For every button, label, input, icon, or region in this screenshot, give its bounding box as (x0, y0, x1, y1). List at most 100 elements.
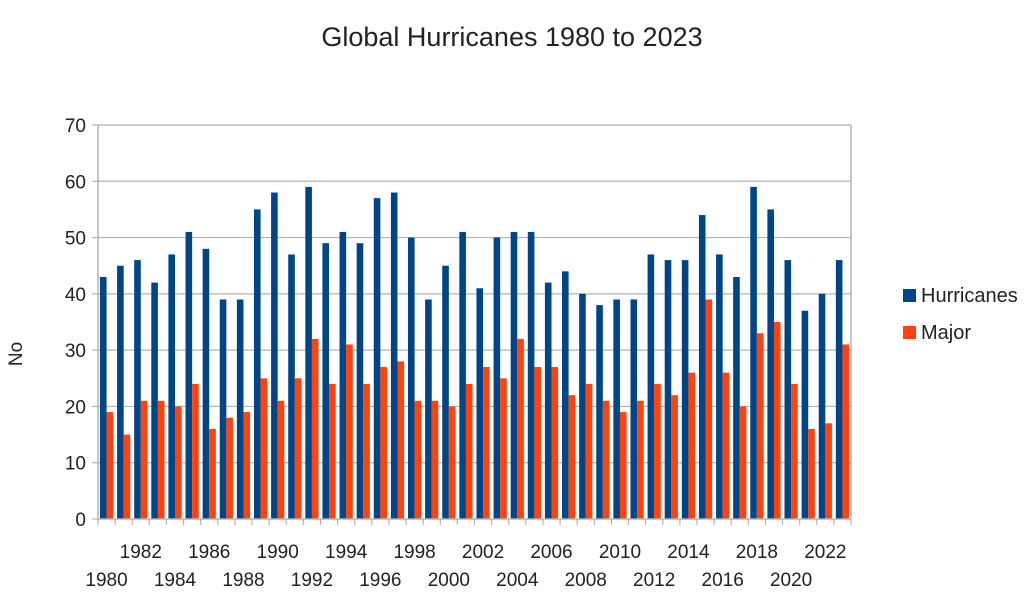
bar-hurricanes-1989 (253, 209, 261, 519)
x-tick-label: 2006 (530, 542, 572, 563)
bar-hurricanes-1985 (185, 231, 193, 519)
bar-major-2002 (483, 367, 490, 519)
bar-hurricanes-1997 (390, 192, 398, 520)
y-tick-label: 50 (65, 229, 86, 250)
bar-major-1994 (346, 344, 353, 519)
y-axis-label: No (6, 342, 27, 366)
bar-major-2015 (705, 299, 713, 519)
bar-hurricanes-2003 (493, 237, 501, 519)
bar-major-2020 (791, 383, 798, 519)
x-tick-label: 2000 (428, 570, 470, 591)
bar-major-2007 (568, 395, 576, 519)
bar-major-1992 (311, 338, 319, 519)
bar-major-1988 (243, 412, 251, 519)
bar-major-2000 (448, 406, 456, 519)
legend-swatch-hurricanes (903, 289, 916, 302)
chart-title: Global Hurricanes 1980 to 2023 (321, 22, 703, 52)
bar-major-1993 (329, 383, 336, 519)
y-tick-labels: 0 10 20 30 40 50 60 70 (65, 116, 86, 531)
bar-hurricanes-2012 (647, 254, 655, 519)
bar-major-1989 (260, 378, 268, 519)
legend: Hurricanes Major (903, 285, 1018, 344)
bar-major-2001 (465, 383, 473, 519)
bar-major-2011 (637, 400, 644, 519)
axes (97, 125, 852, 525)
bar-major-2014 (688, 372, 696, 519)
bar-hurricanes-1999 (425, 299, 432, 519)
bar-hurricanes-2018 (750, 186, 757, 519)
x-tick-label: 1982 (120, 542, 162, 563)
x-tick-labels: 1980 1982 1984 1986 1988 1990 1992 1994 1996 1998… (85, 542, 846, 591)
bar-hurricanes-2004 (510, 231, 518, 519)
bar-hurricanes-2020 (784, 260, 792, 519)
x-tick-label: 2022 (804, 542, 846, 563)
x-tick-label: 2008 (565, 570, 607, 591)
bar-hurricanes-2023 (835, 260, 843, 519)
bar-major-1980 (106, 412, 114, 519)
bar-major-2004 (517, 338, 524, 519)
bar-hurricanes-2001 (459, 231, 466, 519)
bar-major-1991 (294, 378, 302, 519)
x-tick-label: 2020 (770, 570, 812, 591)
bar-hurricanes-1991 (288, 254, 295, 519)
bar-hurricanes-2014 (681, 260, 689, 519)
x-tick-label: 1996 (359, 570, 401, 591)
bar-major-1985 (192, 383, 199, 519)
bar-major-2012 (654, 383, 661, 519)
bar-hurricanes-2005 (527, 231, 535, 519)
bar-hurricanes-1990 (271, 192, 278, 520)
bar-major-1999 (431, 400, 439, 519)
bar-hurricanes-1982 (134, 260, 141, 519)
bar-major-2005 (534, 367, 541, 519)
bar-hurricanes-2011 (630, 299, 638, 519)
bar-hurricanes-2015 (698, 215, 706, 519)
x-tick-label: 2012 (633, 570, 675, 591)
y-tick-label: 40 (65, 285, 86, 306)
x-tick-label: 2004 (496, 570, 539, 591)
bar-hurricanes-2009 (596, 305, 603, 519)
legend-label-major: Major (921, 322, 971, 344)
bar-hurricanes-2010 (613, 299, 620, 519)
bar-major-1996 (380, 367, 387, 519)
bar-hurricanes-1998 (408, 237, 415, 519)
y-tick-label: 60 (65, 172, 86, 193)
bar-major-2016 (722, 372, 730, 519)
bar-major-2008 (585, 383, 593, 519)
bar-major-1998 (414, 400, 422, 519)
bar-major-2003 (500, 378, 507, 519)
bar-hurricanes-1980 (99, 276, 107, 519)
bar-major-1995 (363, 383, 370, 519)
x-tick-label: 1990 (257, 542, 299, 563)
x-tick-label: 1986 (188, 542, 230, 563)
bar-major-2022 (825, 423, 832, 519)
bar-hurricanes-1996 (373, 198, 381, 520)
bar-hurricanes-2002 (476, 288, 484, 519)
bar-major-2006 (551, 367, 559, 519)
bar-major-2009 (602, 400, 610, 519)
x-tick-label: 1998 (393, 542, 435, 563)
x-tick-label: 2018 (736, 542, 778, 563)
bar-hurricanes-2008 (579, 293, 586, 519)
bar-major-2021 (808, 428, 815, 519)
bar-major-1986 (209, 428, 216, 519)
legend-swatch-major (903, 326, 916, 339)
bar-hurricanes-2022 (818, 293, 826, 519)
bar-major-2017 (739, 406, 747, 519)
x-tick-label: 1992 (291, 570, 333, 591)
y-tick-label: 70 (65, 116, 86, 137)
bar-major-1987 (226, 417, 233, 519)
bars (99, 186, 850, 520)
x-tick-label: 1984 (154, 570, 197, 591)
x-tick-label: 1994 (325, 542, 368, 563)
bar-hurricanes-1987 (219, 299, 227, 519)
legend-label-hurricanes: Hurricanes (921, 285, 1018, 307)
bar-hurricanes-1993 (322, 243, 330, 519)
x-tick-label: 2014 (667, 542, 710, 563)
bar-major-2018 (756, 333, 764, 519)
bar-major-1997 (397, 361, 405, 519)
bar-hurricanes-1986 (202, 248, 210, 519)
bar-major-2023 (842, 344, 850, 519)
bar-hurricanes-2017 (733, 276, 740, 519)
bar-major-1981 (123, 434, 131, 519)
